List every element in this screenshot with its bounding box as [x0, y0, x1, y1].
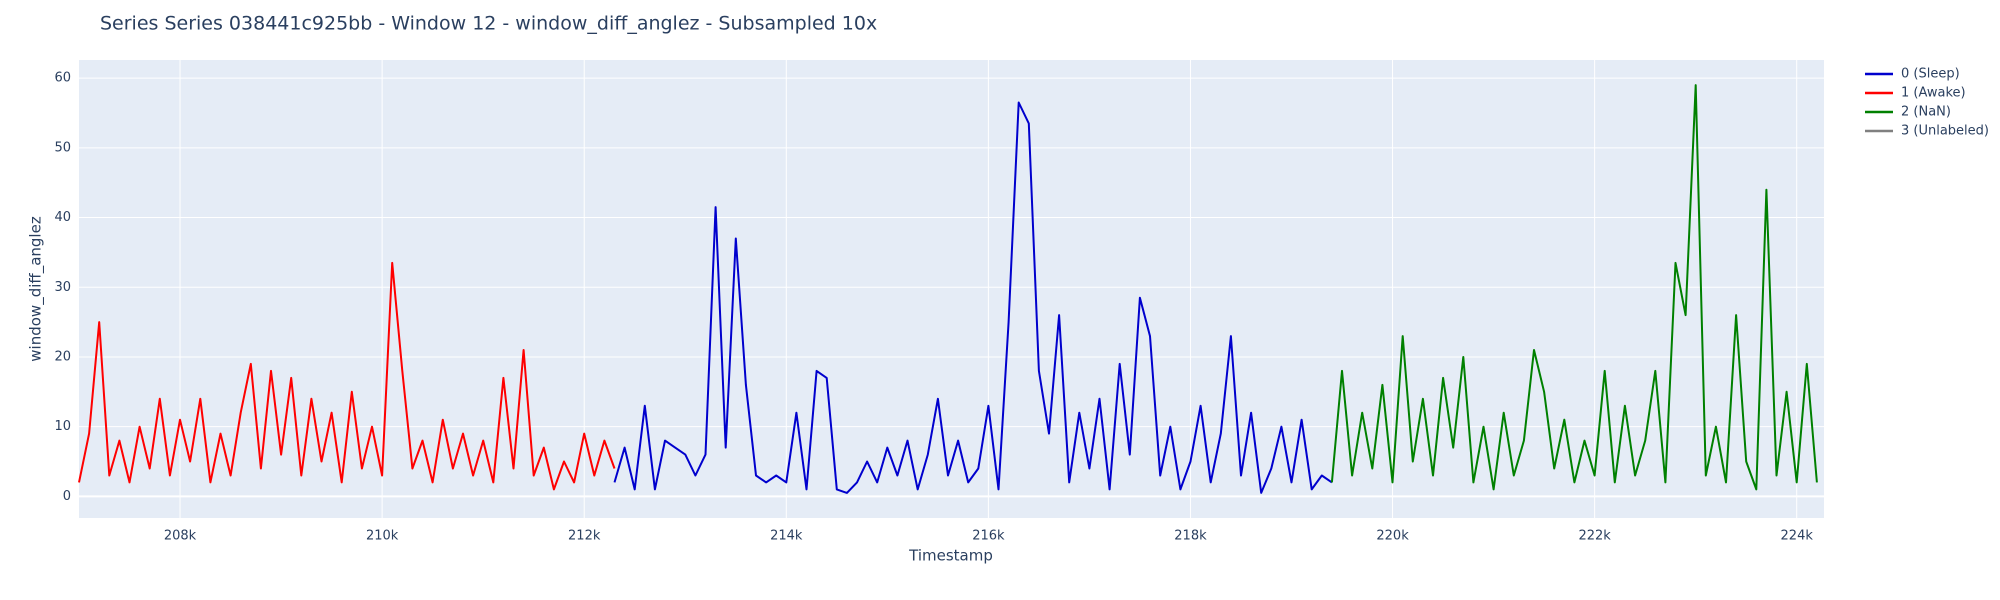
legend-label[interactable]: 0 (Sleep)	[1901, 67, 1960, 82]
y-tick-label: 20	[54, 349, 71, 364]
x-tick-label: 218k	[1174, 529, 1207, 544]
legend-label[interactable]: 2 (NaN)	[1901, 105, 1951, 120]
legend-label[interactable]: 3 (Unlabeled)	[1901, 124, 1989, 139]
series-line	[613, 101, 1333, 494]
chart-title: Series Series 038441c925bb - Window 12 -…	[100, 13, 877, 35]
labels: 0 10 20 30 40 50 60 208k 210k 212k 214k 216k 218k 220…	[54, 71, 1813, 544]
x-tick-label: 214k	[770, 529, 803, 544]
x-tick-label: 210k	[366, 529, 399, 544]
x-tick-label: 222k	[1578, 529, 1611, 544]
y-tick-label: 0	[63, 489, 71, 504]
grid	[79, 60, 1824, 518]
y-tick-label: 60	[54, 71, 71, 86]
x-axis-title: Timestamp	[908, 547, 993, 565]
y-tick-label: 30	[54, 280, 71, 295]
legend: 0 (Sleep) 1 (Awake) 2 (NaN) 3 (Unlabeled)	[1865, 67, 1989, 139]
legend-label[interactable]: 1 (Awake)	[1901, 86, 1966, 101]
x-tick-label: 220k	[1376, 529, 1409, 544]
plot-background	[79, 60, 1824, 518]
lines	[78, 84, 1818, 494]
x-tick-label: 208k	[164, 529, 197, 544]
y-tick-label: 10	[54, 419, 71, 434]
x-tick-label: 216k	[972, 529, 1005, 544]
x-tick-label: 224k	[1781, 529, 1814, 544]
y-tick-label: 50	[54, 140, 71, 155]
series-line	[78, 261, 616, 491]
x-tick-label: 212k	[568, 529, 601, 544]
y-tick-label: 40	[54, 210, 71, 225]
y-axis-title: window_diff_anglez	[27, 216, 46, 362]
series-line	[1330, 84, 1818, 491]
